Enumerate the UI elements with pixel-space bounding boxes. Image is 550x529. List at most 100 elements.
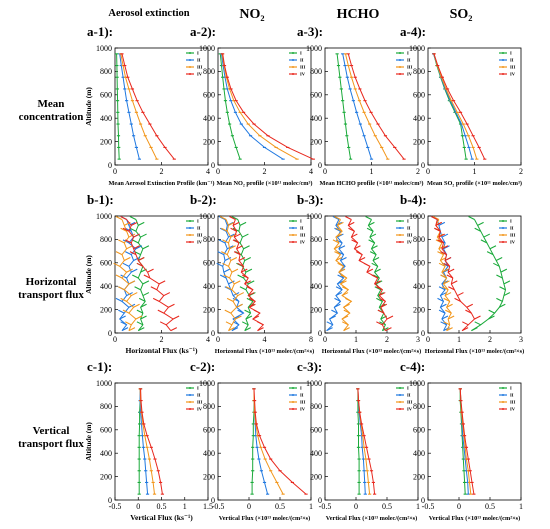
series-point-b-2-I xyxy=(243,245,250,250)
series-point-b-1-III xyxy=(125,321,132,326)
series-point-b-4-III xyxy=(443,280,450,285)
x-tick-label-b-1: 0 xyxy=(113,335,117,344)
y-tick-label-a-4: 600 xyxy=(413,91,425,100)
series-point-b-3-I xyxy=(379,321,386,326)
y-tick-label-b-1: 400 xyxy=(100,282,112,291)
legend-label-c-1: IV xyxy=(197,407,203,412)
series-point-b-4-III xyxy=(446,327,453,332)
series-point-b-4-III xyxy=(441,268,449,273)
series-point-b-3-I xyxy=(372,256,380,261)
series-point-b-2-III xyxy=(228,327,235,332)
legend-label-b-2: IV xyxy=(300,240,306,245)
panel-a-4: a-4): 0 200 400 600 800 1000 0 1 2 Mean SO₂ profil… xyxy=(400,24,523,187)
y-tick-label-c-3: 0 xyxy=(318,496,322,505)
series-point-b-3-IV xyxy=(351,239,358,244)
series-point-b-1-I xyxy=(134,286,141,291)
y-axis-label-b-1: Altitude (m) xyxy=(84,255,93,294)
x-axis-label-c-3: Vertical Flux (×10¹³ molec/(cm²×s) xyxy=(326,515,417,522)
series-point-b-4-IV xyxy=(451,280,458,285)
series-point-b-3-III xyxy=(341,292,349,297)
y-tick-label-b-4: 0 xyxy=(421,329,425,338)
y-tick-label-c-3: 800 xyxy=(310,402,322,411)
series-point-b-4-IV xyxy=(447,268,455,273)
panel-a-1: a-1): 0 200 400 600 800 1000 0 2 4 Mean Aerosol Ex… xyxy=(84,24,215,187)
series-point-b-1-IV xyxy=(159,321,167,326)
x-tick-label-b-1: 2 xyxy=(160,335,164,344)
x-axis-label-b-2: Horizontal Flux (×10¹³ molec/(cm²×s) xyxy=(215,348,314,355)
legend-marker-b-1 xyxy=(189,234,191,236)
legend-label-b-3: III xyxy=(407,233,413,238)
x-axis-label-b-4: Horizontal Flux (×10¹³ molec/(cm²×s) xyxy=(425,348,524,355)
legend-label-a-4: II xyxy=(510,58,514,63)
y-tick-label-b-1: 1000 xyxy=(96,212,112,221)
series-point-b-1-II xyxy=(135,245,143,250)
series-point-b-1-II xyxy=(125,251,132,256)
series-point-b-4-II xyxy=(438,286,446,291)
series-point-b-3-IV xyxy=(358,256,366,261)
legend-label-c-2: I xyxy=(300,386,302,391)
series-point-b-4-III xyxy=(443,321,450,326)
legend-marker-c-1 xyxy=(189,401,191,403)
series-point-b-3-II xyxy=(329,315,336,320)
series-point-b-1-IV xyxy=(138,256,145,261)
y-tick-label-b-2: 400 xyxy=(203,282,215,291)
series-point-b-3-I xyxy=(373,274,380,279)
series-point-b-1-IV xyxy=(152,297,160,302)
series-point-b-1-III xyxy=(135,315,143,320)
x-tick-label-b-3: 0 xyxy=(323,335,327,344)
legend-marker-a-4 xyxy=(502,73,504,75)
series-point-b-1-IV xyxy=(163,292,171,297)
y-tick-label-b-2: 600 xyxy=(203,259,215,268)
series-point-b-1-III xyxy=(124,256,131,261)
x-tick-label-a-1: 2 xyxy=(160,167,164,176)
panel-label-b-1: b-1): xyxy=(87,192,114,207)
series-point-b-3-IV xyxy=(348,227,355,232)
legend-marker-a-2 xyxy=(292,73,294,75)
panel-label-c-3: c-3): xyxy=(297,359,322,374)
legend-label-c-1: I xyxy=(197,386,199,391)
series-point-b-2-III xyxy=(223,274,230,279)
legend-label-a-2: I xyxy=(300,51,302,56)
x-tick-label-b-4: 1 xyxy=(457,335,461,344)
legend-label-c-1: III xyxy=(197,400,203,405)
legend-marker-b-2 xyxy=(292,227,294,229)
series-point-b-1-I xyxy=(138,221,145,226)
y-tick-label-c-1: 400 xyxy=(100,449,112,458)
series-point-b-1-III xyxy=(128,280,136,285)
series-point-b-1-I xyxy=(138,327,145,332)
series-point-b-2-II xyxy=(237,309,244,314)
y-tick-label-a-3: 200 xyxy=(310,137,322,146)
legend-marker-c-2 xyxy=(292,394,294,396)
series-point-b-1-III xyxy=(115,274,123,279)
series-point-b-3-IV xyxy=(366,268,374,273)
series-line-c-3-III xyxy=(357,388,371,495)
series-line-a-2-I xyxy=(219,53,241,160)
y-tick-label-a-2: 0 xyxy=(211,161,215,170)
series-point-b-2-II xyxy=(216,262,223,267)
series-point-b-2-IV xyxy=(229,216,236,221)
legend-marker-c-3 xyxy=(399,387,401,389)
series-point-b-2-III xyxy=(221,251,228,256)
series-point-b-3-IV xyxy=(380,303,388,308)
series-point-b-1-I xyxy=(140,233,147,238)
series-point-b-3-II xyxy=(334,227,341,232)
plot-frame-b-3 xyxy=(324,215,419,334)
series-point-b-1-I xyxy=(132,274,139,279)
series-point-b-1-IV xyxy=(157,309,165,314)
legend-marker-a-4 xyxy=(502,66,504,68)
series-point-b-4-II xyxy=(438,221,446,226)
y-tick-label-b-4: 1000 xyxy=(409,212,425,221)
legend-marker-b-3 xyxy=(399,227,401,229)
series-point-b-2-III xyxy=(221,227,228,232)
legend-label-a-1: I xyxy=(197,51,199,56)
series-point-b-3-III xyxy=(338,268,346,273)
y-tick-label-b-3: 200 xyxy=(310,305,322,314)
series-point-b-4-II xyxy=(438,309,446,314)
y-tick-label-c-4: 800 xyxy=(413,402,425,411)
y-tick-label-c-4: 200 xyxy=(413,472,425,481)
series-point-b-4-III xyxy=(440,274,447,279)
y-tick-label-a-1: 0 xyxy=(108,161,112,170)
x-tick-label-b-3: 3 xyxy=(416,335,420,344)
series-point-b-3-I xyxy=(368,221,375,226)
panel-label-b-3: b-3): xyxy=(297,192,324,207)
